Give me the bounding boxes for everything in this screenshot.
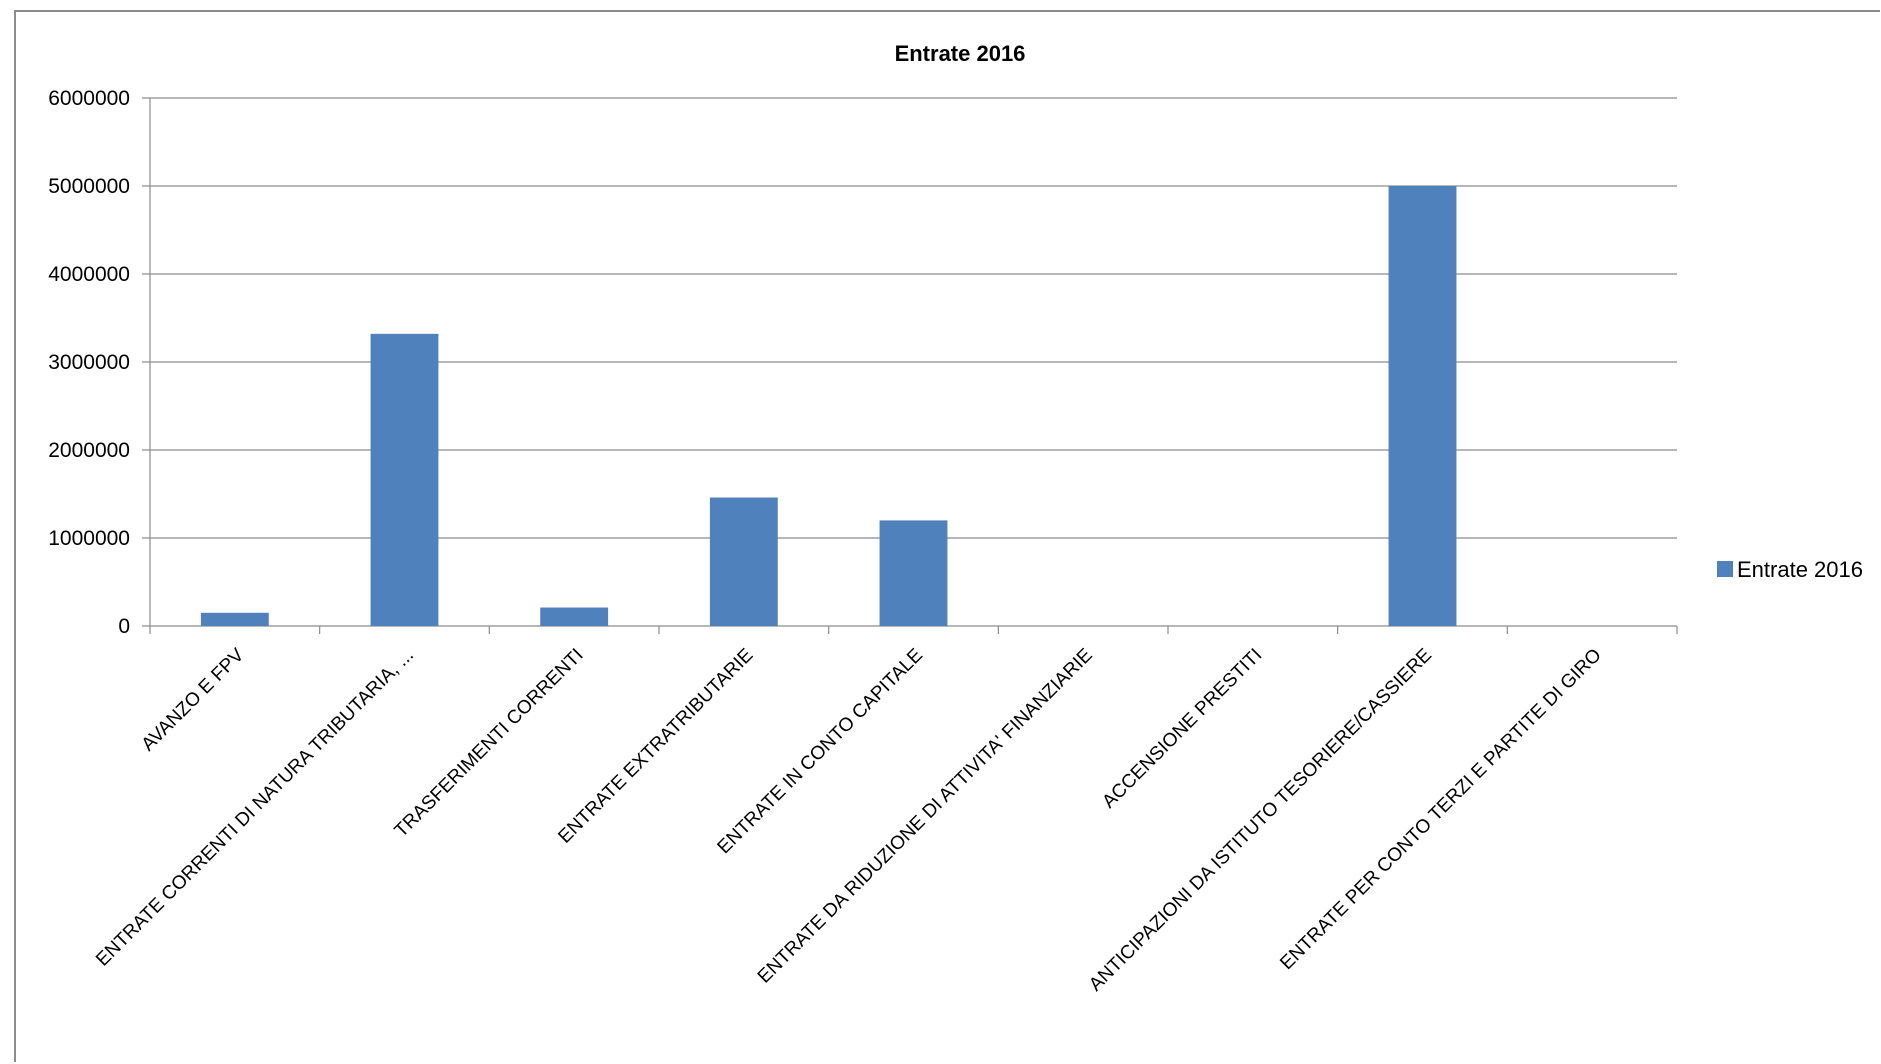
y-tick-label: 2000000 xyxy=(48,439,130,462)
legend: Entrate 2016 xyxy=(1717,557,1863,582)
y-tick-label: 4000000 xyxy=(48,263,130,286)
bar xyxy=(370,333,439,626)
y-tick-label: 1000000 xyxy=(48,527,130,550)
chart-title: Entrate 2016 xyxy=(895,41,1026,66)
y-tick-label: 3000000 xyxy=(48,351,130,374)
x-category-label: ENTRATE EXTRATRIBUTARIE xyxy=(554,645,757,848)
bar xyxy=(709,497,778,626)
x-category-label: ENTRATE DA RIDUZIONE DI ATTIVITA' FINANZ… xyxy=(754,645,1097,988)
x-category-label: ENTRATE PER CONTO TERZI E PARTITE DI GIR… xyxy=(1276,645,1605,974)
x-category-label: ENTRATE CORRENTI DI NATURA TRIBUTARIA, .… xyxy=(92,645,418,971)
x-category-label: ENTRATE IN CONTO CAPITALE xyxy=(714,645,927,858)
y-tick-label: 6000000 xyxy=(48,87,130,110)
y-tick-label: 0 xyxy=(118,615,130,638)
chart-frame: Entrate 2016 0 1000000 2000000 3000000 40000… xyxy=(14,10,1880,1062)
y-axis-ticks: 0 1000000 2000000 3000000 4000000 5000000 6000… xyxy=(48,87,150,638)
bar xyxy=(879,520,948,626)
legend-label: Entrate 2016 xyxy=(1737,557,1863,582)
x-category-label: ANTICIPAZIONI DA ISTITUTO TESORIERE/CASS… xyxy=(1085,645,1436,996)
legend-swatch xyxy=(1717,561,1733,577)
x-category-label: TRASFERIMENTI CORRENTI xyxy=(391,645,588,842)
y-tick-label: 5000000 xyxy=(48,175,130,198)
bar xyxy=(540,607,609,626)
bar-chart: Entrate 2016 0 1000000 2000000 3000000 40000… xyxy=(48,41,1863,995)
x-category-label: ACCENSIONE PRESTITI xyxy=(1098,645,1266,813)
bar xyxy=(1388,186,1457,626)
bar xyxy=(200,612,269,626)
x-category-label: AVANZO E FPV xyxy=(138,644,249,755)
bars xyxy=(200,186,1457,626)
